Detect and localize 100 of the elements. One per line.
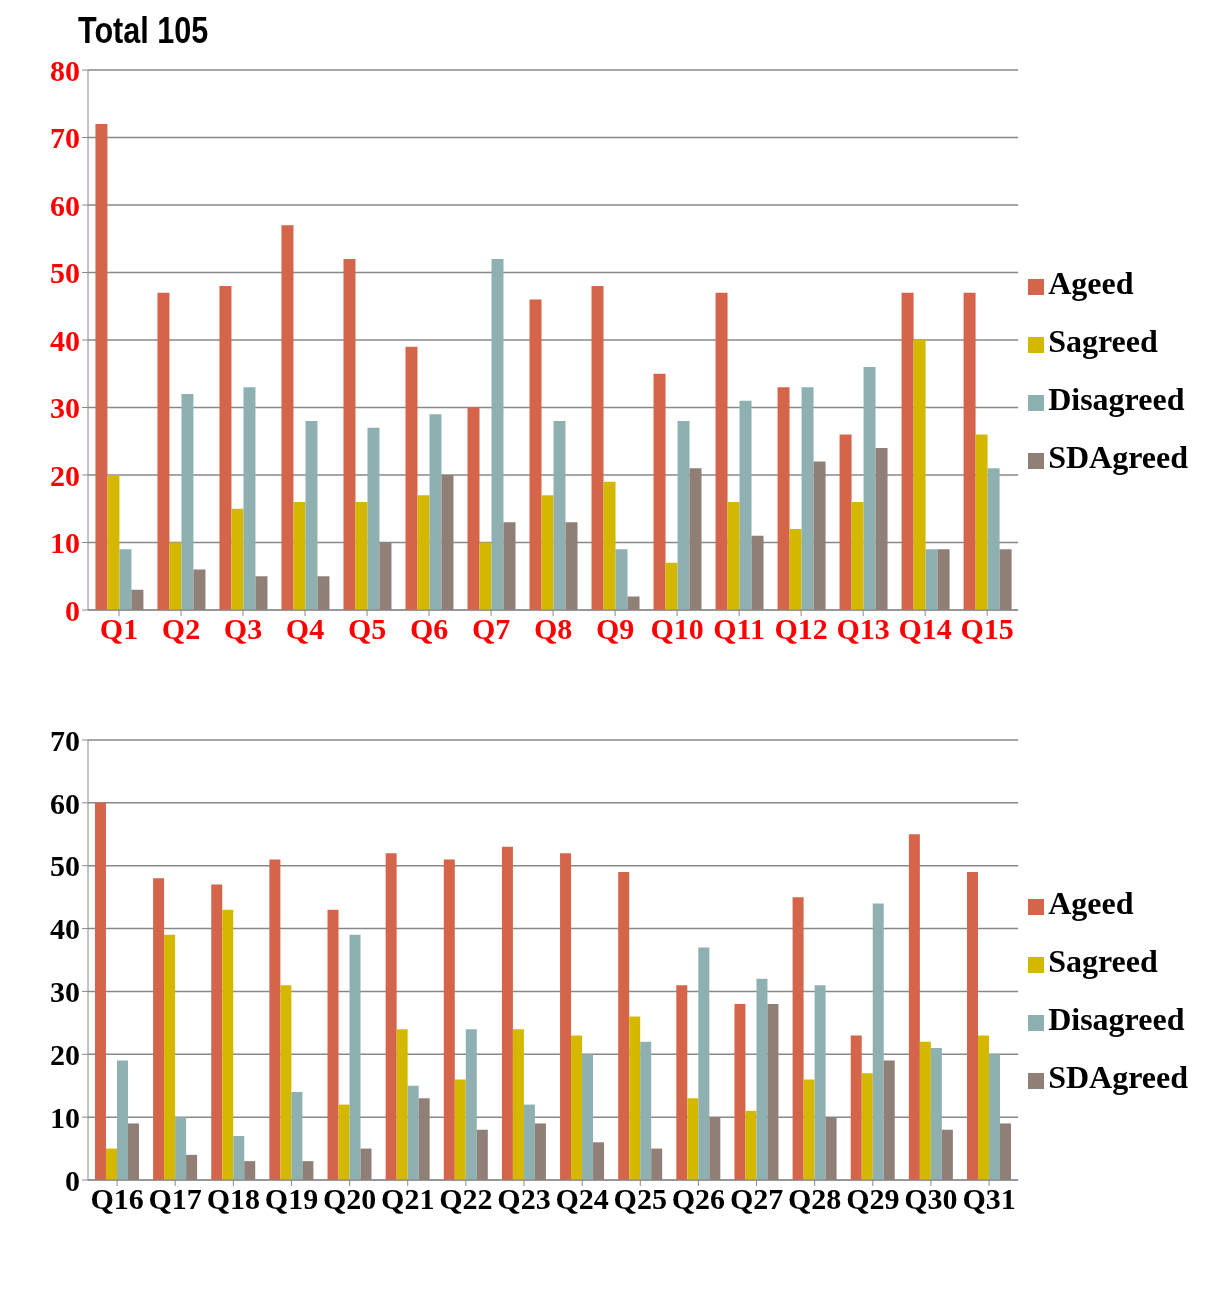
bar — [987, 468, 1000, 610]
bar — [739, 400, 752, 610]
x-tick-label: Q29 — [846, 1182, 900, 1216]
bar — [591, 286, 604, 610]
y-tick-label: 20 — [50, 1037, 80, 1071]
bar — [582, 1054, 594, 1180]
bar — [745, 1110, 757, 1180]
bar — [211, 884, 223, 1180]
legend-label: Ageed — [1048, 885, 1134, 921]
y-tick-label: 10 — [50, 526, 80, 560]
y-tick-label: 50 — [50, 849, 80, 883]
x-tick-label: Q22 — [439, 1182, 493, 1216]
bar — [169, 542, 182, 610]
bar — [338, 1104, 350, 1180]
x-tick-label: Q28 — [788, 1182, 842, 1216]
y-tick-label: 50 — [50, 256, 80, 290]
bar — [756, 978, 768, 1180]
bar — [407, 1085, 419, 1180]
x-tick-label: Q2 — [161, 612, 201, 646]
bar — [441, 475, 454, 610]
bar — [825, 1117, 837, 1180]
x-tick-label: Q24 — [555, 1182, 609, 1216]
bar — [327, 909, 339, 1180]
x-tick-label: Q11 — [713, 612, 765, 646]
y-tick-label: 60 — [50, 188, 80, 222]
x-tick-label: Q27 — [729, 1182, 784, 1216]
bar — [193, 569, 206, 610]
bar — [269, 859, 281, 1180]
x-tick-label: Q16 — [90, 1182, 144, 1216]
bar — [379, 542, 392, 610]
bar — [443, 859, 455, 1180]
x-tick-label: Q5 — [347, 612, 387, 646]
bar — [698, 947, 710, 1180]
bar — [975, 434, 988, 610]
bar — [653, 373, 666, 610]
x-tick-label: Q21 — [381, 1182, 435, 1216]
x-tick-label: Q10 — [650, 612, 704, 646]
bar — [219, 286, 232, 610]
bar — [396, 1029, 408, 1180]
x-tick-label: Q25 — [613, 1182, 667, 1216]
bar — [851, 502, 864, 610]
bar — [367, 427, 380, 610]
x-tick-label: Q30 — [904, 1182, 958, 1216]
bar — [293, 502, 306, 610]
bar — [417, 495, 430, 610]
bar — [281, 225, 294, 610]
bar — [999, 549, 1012, 610]
bar — [181, 394, 194, 610]
bar — [593, 1142, 605, 1180]
bar — [503, 522, 516, 610]
x-tick-label: Q23 — [497, 1182, 551, 1216]
legend-label: SDAgreed — [1048, 1059, 1188, 1095]
bar — [734, 1004, 746, 1180]
bar — [883, 1060, 895, 1180]
bar — [186, 1154, 198, 1180]
bar — [751, 535, 764, 610]
bar — [131, 589, 144, 610]
bar — [839, 434, 852, 610]
bar — [989, 1054, 1000, 1180]
x-tick-label: Q13 — [836, 612, 890, 646]
bar — [913, 340, 926, 610]
bar — [715, 292, 728, 610]
y-tick-label: 30 — [50, 975, 80, 1009]
bar — [963, 292, 976, 610]
legend-label: Sagreed — [1048, 323, 1158, 359]
bar — [767, 1004, 779, 1180]
bar — [676, 985, 688, 1180]
bar — [501, 846, 513, 1180]
bar — [777, 387, 790, 610]
bar — [523, 1104, 535, 1180]
y-tick-label: 70 — [50, 723, 80, 757]
y-tick-label: 30 — [50, 391, 80, 425]
bar — [689, 468, 702, 610]
bar — [529, 299, 542, 610]
x-tick-label: Q14 — [898, 612, 952, 646]
bar — [175, 1117, 187, 1180]
chart-title: Total 105 — [78, 10, 209, 51]
bar — [875, 448, 888, 610]
bar — [95, 124, 108, 610]
bar — [967, 872, 978, 1180]
bar — [941, 1129, 953, 1180]
bar — [491, 259, 504, 610]
bar — [222, 909, 234, 1180]
bar — [243, 387, 256, 610]
bar — [709, 1117, 721, 1180]
legend-label: Disagreed — [1048, 1001, 1185, 1037]
bar — [233, 1136, 245, 1180]
bar — [901, 292, 914, 610]
bar — [560, 853, 572, 1180]
bar — [803, 1079, 815, 1180]
bar — [925, 549, 938, 610]
bar — [94, 802, 106, 1180]
bar — [153, 878, 165, 1180]
x-tick-label: Q6 — [409, 612, 449, 646]
bar — [465, 1029, 477, 1180]
x-tick-label: Q26 — [671, 1182, 726, 1216]
bar — [541, 495, 554, 610]
x-tick-label: Q18 — [206, 1182, 261, 1216]
bar — [978, 1035, 989, 1180]
bar — [534, 1123, 546, 1180]
